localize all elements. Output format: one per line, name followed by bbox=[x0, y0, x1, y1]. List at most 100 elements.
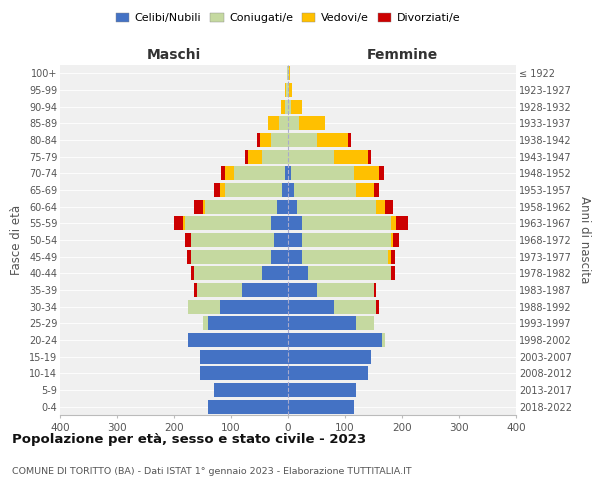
Bar bbox=[397, 216, 408, 230]
Bar bbox=[283, 183, 288, 197]
Bar bbox=[291, 100, 302, 114]
Bar bbox=[291, 166, 353, 180]
Bar bbox=[208, 316, 288, 330]
Bar bbox=[288, 316, 356, 330]
Bar bbox=[391, 216, 397, 230]
Bar bbox=[182, 216, 185, 230]
Bar bbox=[288, 133, 317, 147]
Bar bbox=[373, 183, 379, 197]
Bar bbox=[302, 233, 391, 247]
Bar bbox=[174, 216, 182, 230]
Bar bbox=[187, 250, 191, 264]
Bar bbox=[288, 166, 291, 180]
Bar bbox=[285, 100, 288, 114]
Bar bbox=[208, 400, 288, 414]
Bar bbox=[376, 300, 379, 314]
Bar bbox=[286, 83, 288, 97]
Bar bbox=[271, 250, 288, 264]
Bar bbox=[194, 283, 197, 297]
Bar bbox=[285, 166, 288, 180]
Bar bbox=[191, 250, 271, 264]
Bar bbox=[194, 266, 262, 280]
Bar bbox=[188, 300, 220, 314]
Bar bbox=[248, 150, 262, 164]
Bar bbox=[277, 200, 288, 214]
Bar bbox=[294, 183, 356, 197]
Bar bbox=[308, 266, 391, 280]
Bar bbox=[285, 83, 286, 97]
Bar bbox=[288, 383, 356, 397]
Bar bbox=[379, 166, 384, 180]
Bar bbox=[356, 183, 373, 197]
Bar bbox=[376, 200, 385, 214]
Bar bbox=[262, 150, 288, 164]
Bar bbox=[185, 233, 191, 247]
Bar bbox=[288, 250, 302, 264]
Bar bbox=[214, 183, 220, 197]
Bar bbox=[368, 150, 371, 164]
Bar bbox=[271, 133, 288, 147]
Bar bbox=[185, 216, 271, 230]
Bar bbox=[191, 233, 274, 247]
Bar bbox=[203, 316, 208, 330]
Bar bbox=[391, 233, 394, 247]
Bar bbox=[220, 300, 288, 314]
Bar bbox=[288, 283, 317, 297]
Bar bbox=[262, 266, 288, 280]
Bar bbox=[348, 133, 351, 147]
Bar bbox=[221, 166, 226, 180]
Bar bbox=[302, 250, 388, 264]
Bar bbox=[288, 350, 371, 364]
Bar bbox=[268, 116, 280, 130]
Bar bbox=[203, 200, 205, 214]
Text: Popolazione per età, sesso e stato civile - 2023: Popolazione per età, sesso e stato civil… bbox=[12, 432, 366, 446]
Bar bbox=[391, 250, 395, 264]
Bar bbox=[288, 200, 296, 214]
Bar bbox=[281, 100, 285, 114]
Bar bbox=[288, 300, 334, 314]
Bar bbox=[388, 250, 391, 264]
Bar bbox=[188, 333, 288, 347]
Bar bbox=[385, 200, 394, 214]
Bar bbox=[288, 366, 368, 380]
Bar bbox=[296, 200, 376, 214]
Bar bbox=[299, 116, 325, 130]
Bar bbox=[288, 183, 294, 197]
Bar bbox=[289, 66, 290, 80]
Bar bbox=[260, 133, 271, 147]
Bar bbox=[271, 216, 288, 230]
Bar bbox=[288, 266, 308, 280]
Bar bbox=[317, 283, 373, 297]
Bar bbox=[288, 216, 302, 230]
Bar bbox=[288, 333, 382, 347]
Bar bbox=[288, 116, 299, 130]
Bar bbox=[334, 150, 368, 164]
Bar bbox=[226, 183, 283, 197]
Bar bbox=[214, 383, 288, 397]
Text: Femmine: Femmine bbox=[367, 48, 437, 62]
Bar bbox=[226, 166, 234, 180]
Bar bbox=[200, 350, 288, 364]
Bar bbox=[288, 100, 291, 114]
Bar bbox=[317, 133, 348, 147]
Bar bbox=[287, 66, 288, 80]
Bar bbox=[280, 116, 288, 130]
Bar bbox=[234, 166, 285, 180]
Bar bbox=[334, 300, 376, 314]
Bar bbox=[382, 333, 385, 347]
Bar bbox=[288, 233, 302, 247]
Bar bbox=[242, 283, 288, 297]
Text: Maschi: Maschi bbox=[147, 48, 201, 62]
Bar bbox=[289, 83, 292, 97]
Bar bbox=[245, 150, 248, 164]
Bar bbox=[356, 316, 373, 330]
Bar bbox=[302, 216, 391, 230]
Bar bbox=[200, 366, 288, 380]
Bar bbox=[191, 266, 194, 280]
Y-axis label: Fasce di età: Fasce di età bbox=[10, 205, 23, 275]
Bar bbox=[274, 233, 288, 247]
Bar bbox=[288, 150, 334, 164]
Bar bbox=[288, 83, 289, 97]
Text: COMUNE DI TORITTO (BA) - Dati ISTAT 1° gennaio 2023 - Elaborazione TUTTITALIA.IT: COMUNE DI TORITTO (BA) - Dati ISTAT 1° g… bbox=[12, 468, 412, 476]
Bar bbox=[194, 200, 203, 214]
